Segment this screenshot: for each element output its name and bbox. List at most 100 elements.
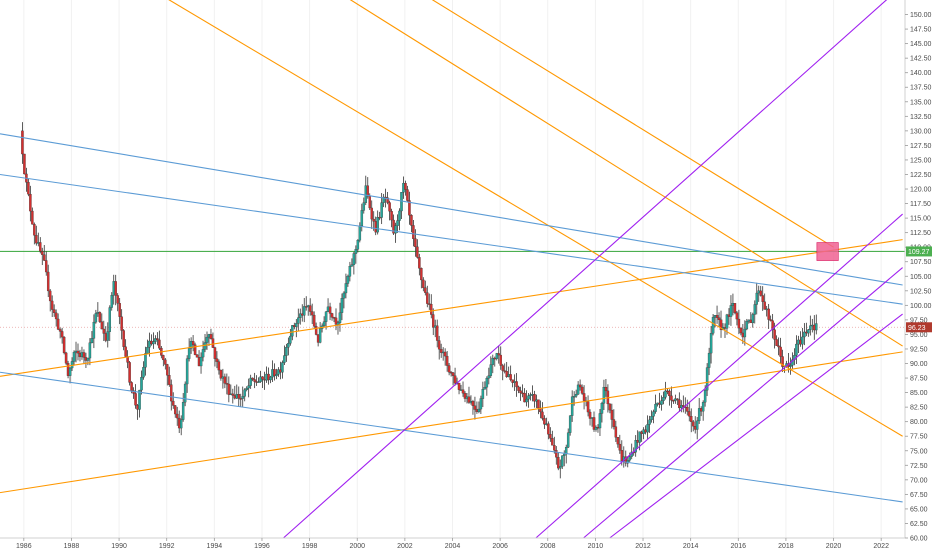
candle-body [445, 355, 449, 366]
price-badge-label: 109.27 [908, 249, 930, 256]
candle-body [471, 401, 475, 406]
candle-body [261, 376, 264, 380]
blue-trendline [0, 133, 903, 286]
candle-body [511, 379, 514, 383]
price-tick-label: 122.50 [910, 172, 932, 179]
purple-trendline [535, 213, 903, 539]
candle-body [439, 349, 443, 353]
price-tick-label: 65.00 [910, 506, 928, 513]
price-tick-label: 105.00 [910, 274, 932, 281]
candle-body [21, 130, 24, 155]
candle-body [285, 347, 288, 356]
candle-body [164, 359, 167, 365]
candle-body [170, 384, 173, 402]
candle-body [572, 396, 576, 398]
candle-body [227, 383, 231, 395]
candle-body [517, 386, 520, 391]
candle-body [711, 317, 715, 334]
candle-body [549, 434, 552, 439]
candle-body [231, 393, 235, 396]
candle-body [457, 382, 461, 390]
candle-body [525, 398, 528, 403]
candle-body [243, 389, 246, 397]
candle-body [142, 367, 145, 378]
candle-body [451, 372, 455, 376]
candle-body [328, 306, 332, 314]
candle-body [340, 298, 344, 313]
candle-body [334, 317, 338, 325]
candle-body [426, 292, 429, 304]
time-tick-label: 2000 [349, 543, 365, 550]
candle-body [690, 416, 693, 422]
candle-body [380, 202, 383, 218]
candle-body [620, 450, 624, 462]
candle-body [249, 377, 252, 386]
candle-body [183, 383, 187, 403]
price-tick-label: 137.50 [910, 85, 932, 92]
candle-body [519, 390, 522, 394]
candle-body [779, 346, 782, 357]
candle-body [64, 352, 68, 364]
candle-body [191, 341, 195, 345]
candle-body [348, 266, 352, 277]
candle-body [701, 402, 705, 412]
candle-body [60, 331, 64, 338]
candle-body [491, 357, 495, 365]
candle-body [602, 386, 606, 404]
candle-body [420, 268, 423, 281]
candle-body [691, 421, 695, 427]
candle-body [330, 313, 334, 318]
candle-body [58, 329, 62, 332]
candle-body [187, 348, 191, 359]
candle-body [592, 417, 596, 430]
price-tick-label: 135.00 [910, 99, 932, 106]
candle-body [594, 427, 598, 430]
candle-body [553, 445, 556, 451]
candle-body [173, 405, 177, 415]
candle-body [344, 283, 348, 294]
time-tick-label: 2022 [873, 543, 889, 550]
candle-body [697, 408, 701, 422]
candle-body [481, 389, 485, 399]
price-tick-label: 100.00 [910, 303, 932, 310]
candle-body [435, 325, 439, 341]
candle-body [467, 396, 471, 403]
candle-body [807, 329, 810, 334]
candle-body [410, 215, 413, 226]
candle-body [600, 403, 604, 414]
candle-body [299, 313, 302, 318]
candle-body [106, 331, 110, 341]
candle-body [52, 309, 56, 314]
price-tick-label: 130.00 [910, 128, 932, 135]
candle-body [338, 312, 342, 323]
candle-body [120, 316, 123, 331]
candle-body [608, 403, 612, 411]
candle-body [422, 279, 425, 288]
candle-body [62, 336, 66, 354]
candle-body [269, 376, 272, 381]
trendlines[interactable] [0, 0, 903, 539]
orange-trendline [0, 351, 903, 494]
highlight-box[interactable] [816, 242, 839, 261]
price-tick-label: 125.00 [910, 157, 932, 164]
candle-body [686, 407, 689, 412]
candle-body [350, 264, 354, 267]
time-axis[interactable]: 1986 1988 1990 1992 1994 1996 1998 2000 2002 2004… [0, 537, 905, 550]
price-tick-label: 115.00 [910, 216, 931, 223]
candle-body [39, 242, 42, 252]
candle-body [41, 251, 44, 255]
candle-body [185, 358, 189, 385]
candle-body [447, 365, 451, 373]
candle-body [735, 312, 739, 320]
candlestick-series [21, 122, 818, 479]
candle-body [322, 321, 326, 327]
purple-trendline [609, 313, 903, 539]
price-axis[interactable]: 60.00 62.50 65.00 67.50 70.00 72.50 75.00 77.50… [904, 0, 932, 550]
price-badge [906, 322, 932, 333]
candle-body [273, 369, 276, 377]
candle-body [310, 311, 314, 316]
candle-body [753, 304, 757, 315]
time-tick-label: 2020 [826, 543, 842, 550]
candle-body [473, 405, 477, 410]
